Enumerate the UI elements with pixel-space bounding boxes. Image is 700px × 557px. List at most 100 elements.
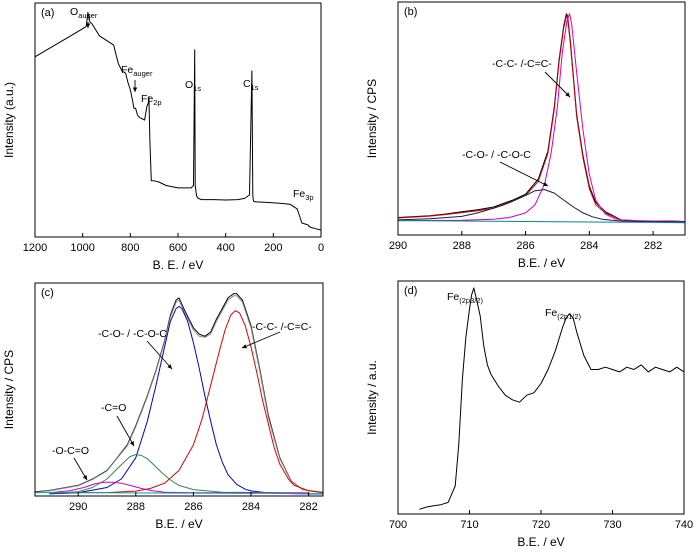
x-tick-label: 288 bbox=[127, 501, 145, 513]
x-tick-label: 282 bbox=[299, 501, 317, 513]
plot-frame bbox=[34, 282, 324, 497]
arrow-head bbox=[565, 92, 570, 97]
x-tick-label: 286 bbox=[184, 501, 202, 513]
series-line-0 bbox=[397, 13, 686, 222]
peak-annotation-main: -C-C- /-C=C- bbox=[492, 58, 552, 70]
panel-a: 1200 1000 800 600 400 200 0 B. E. / eV Intensity… bbox=[2, 2, 324, 272]
peak-annotation-main: O bbox=[185, 79, 193, 91]
peak-annotation-main: -C-O- / -C-O-C bbox=[462, 149, 531, 161]
peak-annotation: Oauger bbox=[70, 6, 98, 20]
x-tick-label: 282 bbox=[644, 240, 662, 252]
peak-annotation: -C-C- /-C=C- bbox=[492, 58, 552, 70]
series-line-2 bbox=[49, 305, 323, 495]
annotation-arrow bbox=[116, 415, 135, 447]
peak-annotation: Feauger bbox=[121, 64, 153, 78]
peak-annotation: Fe(2p3/2) bbox=[447, 291, 484, 305]
arrow-head bbox=[132, 87, 138, 92]
panel-b: 290 288 286 284 282 B.E. / eV Intensity / CPS (… bbox=[365, 1, 686, 270]
annotation-arrow bbox=[499, 161, 549, 187]
peak-annotation-main: Fe bbox=[141, 93, 153, 105]
arrow-head bbox=[543, 182, 548, 186]
y-axis-label: Intensity / a.u. bbox=[365, 360, 379, 435]
y-axis-label: Intensity / CPS bbox=[365, 79, 379, 158]
y-axis-label: Intensity (a.u.) bbox=[2, 82, 16, 158]
peak-annotation: -C-O- / -C-O-C bbox=[462, 149, 531, 161]
y-axis-label: Intensity / CPS bbox=[2, 350, 16, 429]
x-tick-label: 700 bbox=[389, 519, 407, 531]
series-line-0 bbox=[34, 11, 322, 231]
x-tick-label: 286 bbox=[516, 240, 534, 252]
series-line-3 bbox=[49, 310, 324, 494]
peak-annotation-main: O bbox=[70, 6, 78, 18]
peak-annotation-sub: 1s bbox=[251, 83, 259, 92]
x-axis-label: B.E. / eV bbox=[518, 256, 565, 270]
x-tick-label: 740 bbox=[675, 519, 693, 531]
panel-label: (c) bbox=[41, 287, 54, 299]
panel-label: (d) bbox=[404, 285, 417, 297]
peak-annotation: -C=O bbox=[101, 402, 126, 414]
panel-d: 700 710 720 730 740 B.E. / eV Intensity / a.u.… bbox=[365, 280, 693, 549]
x-axis-label: B.E. / eV bbox=[155, 517, 202, 531]
x-tick-label: 0 bbox=[318, 242, 324, 254]
peak-annotation: -C-O- / -C-O-C bbox=[98, 328, 167, 340]
arrow-head bbox=[82, 475, 87, 480]
series-line-0 bbox=[419, 287, 685, 510]
peak-annotation: -C-C- /-C=C- bbox=[252, 321, 312, 333]
peak-annotation-sub: (2p1/2) bbox=[557, 312, 581, 321]
peak-annotation-main: Fe bbox=[545, 307, 557, 319]
x-tick-label: 800 bbox=[121, 242, 139, 254]
peak-annotation: O1s bbox=[185, 79, 201, 93]
series-line-3 bbox=[397, 189, 686, 223]
panel-c: 290 288 286 284 282 B.E. / eV Intensity / CPS (… bbox=[2, 282, 324, 531]
peak-annotation-main: C bbox=[243, 78, 251, 90]
peak-annotation-main: Fe bbox=[121, 64, 133, 76]
peak-annotation-sub: 1s bbox=[193, 84, 201, 93]
peak-annotation-main: -C-O- / -C-O-C bbox=[98, 328, 167, 340]
x-tick-label: 200 bbox=[264, 242, 282, 254]
x-tick-label: 288 bbox=[453, 240, 471, 252]
x-tick-label: 284 bbox=[580, 240, 598, 252]
peak-annotation: C1s bbox=[243, 78, 259, 92]
series-line-1 bbox=[34, 295, 324, 494]
plot-frame bbox=[397, 1, 686, 236]
panel-label: (a) bbox=[41, 7, 54, 19]
peak-annotation: -O-C=O bbox=[52, 445, 89, 457]
x-tick-label: 1200 bbox=[23, 242, 47, 254]
series-line-2 bbox=[397, 13, 686, 222]
x-tick-label: 284 bbox=[242, 501, 260, 513]
x-tick-label: 730 bbox=[603, 519, 621, 531]
x-tick-label: 400 bbox=[216, 242, 234, 254]
peak-annotation-main: -C=O bbox=[101, 402, 126, 414]
peak-annotation-main: -O-C=O bbox=[52, 445, 89, 457]
arrow-head bbox=[129, 441, 134, 446]
arrow-head bbox=[167, 364, 172, 369]
annotation-arrow bbox=[544, 71, 571, 98]
annotation-arrow bbox=[241, 331, 281, 349]
peak-annotation-main: -C-C- /-C=C- bbox=[252, 321, 312, 333]
series-line-4 bbox=[397, 220, 686, 224]
peak-annotation: Fe(2p1/2) bbox=[545, 307, 582, 321]
arrow-head bbox=[85, 23, 91, 28]
x-axis-label: B. E. / eV bbox=[153, 258, 204, 272]
x-tick-label: 290 bbox=[69, 501, 87, 513]
peak-annotation: Fe2p bbox=[141, 93, 162, 107]
peak-annotation: Fe3p bbox=[293, 188, 314, 202]
series-line-4 bbox=[49, 454, 280, 494]
x-tick-label: 600 bbox=[169, 242, 187, 254]
x-tick-label: 290 bbox=[389, 240, 407, 252]
peak-annotation-main: Fe bbox=[293, 188, 305, 200]
peak-annotation-sub: auger bbox=[133, 69, 153, 78]
panel-label: (b) bbox=[404, 6, 417, 18]
plot-frame bbox=[397, 280, 685, 515]
peak-annotation-sub: (2p3/2) bbox=[459, 296, 483, 305]
x-tick-label: 1000 bbox=[70, 242, 94, 254]
peak-annotation-main: Fe bbox=[447, 291, 459, 303]
peak-annotation-sub: auger bbox=[78, 11, 98, 20]
x-tick-label: 720 bbox=[532, 519, 550, 531]
x-tick-label: 710 bbox=[460, 519, 478, 531]
peak-annotation-sub: 3p bbox=[305, 193, 313, 202]
x-axis-label: B.E. / eV bbox=[517, 535, 564, 549]
series-line-1 bbox=[397, 15, 686, 223]
plot-frame bbox=[34, 2, 322, 238]
